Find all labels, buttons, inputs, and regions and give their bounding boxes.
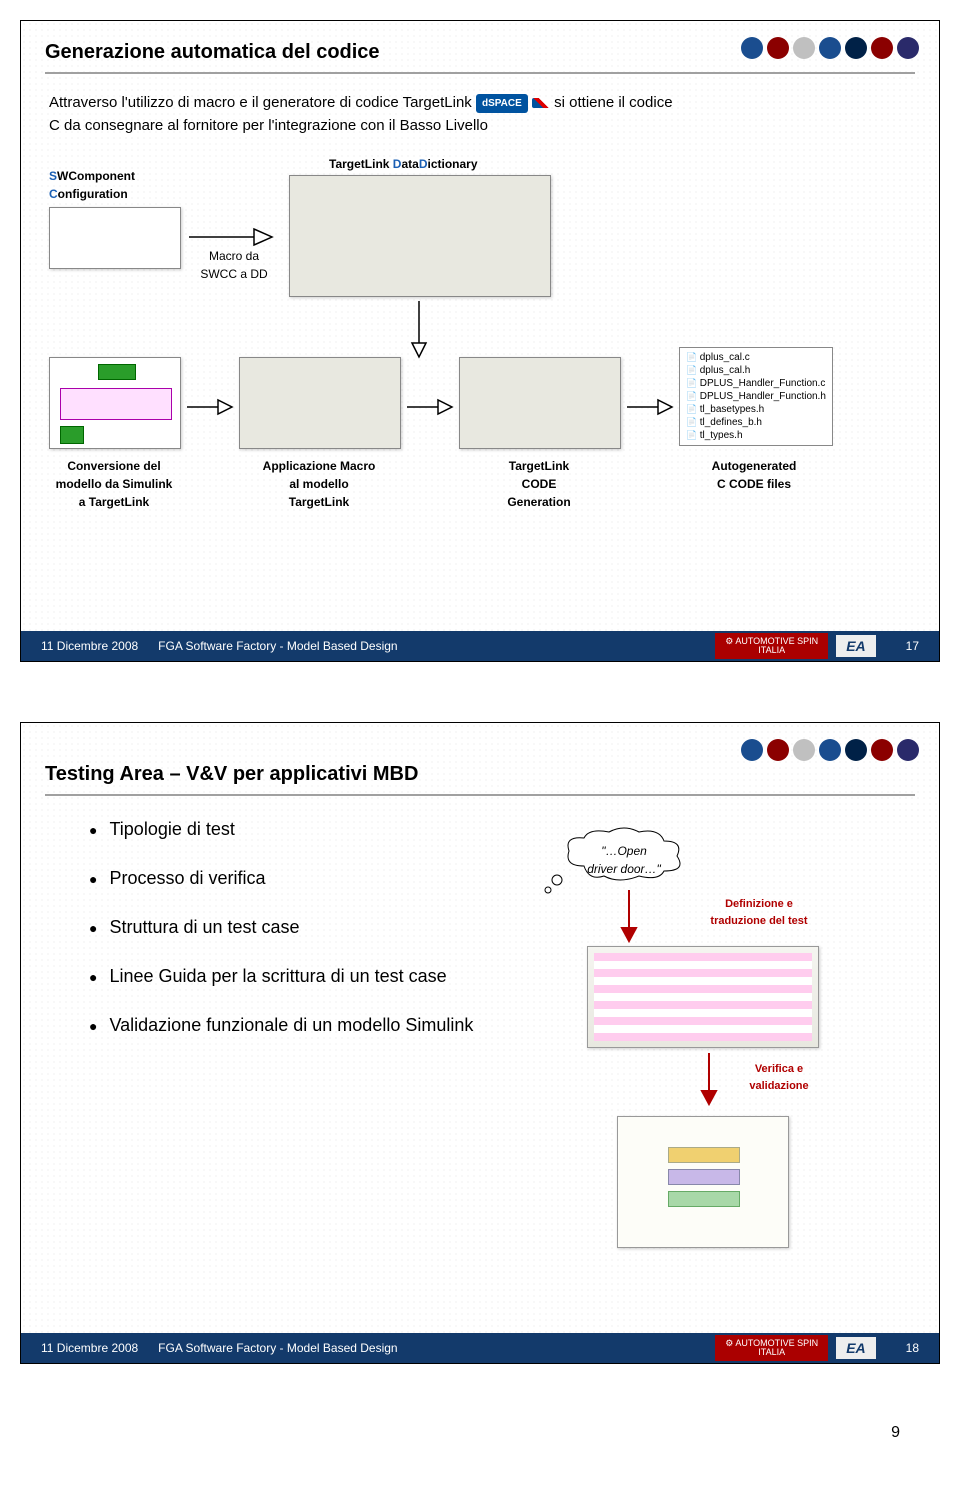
footer-page-num: 17 (906, 639, 919, 653)
file-item: DPLUS_Handler_Function.h (686, 390, 826, 403)
macro-arrow-label: Macro da SWCC a DD (189, 247, 279, 283)
thought-cloud: "…Open driver door…" (559, 826, 689, 886)
arrow-icon (184, 392, 234, 422)
slide-2: Testing Area – V&V per applicativi MBD T… (20, 722, 940, 1364)
simulink-model (49, 357, 181, 449)
intro-line-2: C da consegnare al fornitore per l'integ… (49, 117, 488, 134)
codegen-label: TargetLink CODE Generation (479, 457, 599, 511)
slide-footer: 11 Dicembre 2008 FGA Software Factory - … (21, 631, 939, 661)
bullet-item: Tipologie di test (89, 816, 911, 843)
footer-spin-badge: ⚙ AUTOMOTIVE SPIN ITALIA (715, 633, 828, 659)
footer-text: FGA Software Factory - Model Based Desig… (158, 1341, 715, 1355)
dspace-badge: dSPACE (476, 94, 528, 113)
dd-label: TargetLink DataDictionary (329, 155, 478, 173)
footer-ea-badge: EA (836, 1337, 875, 1359)
slide-footer: 11 Dicembre 2008 FGA Software Factory - … (21, 1333, 939, 1363)
file-item: tl_types.h (686, 429, 826, 442)
slide-1: Generazione automatica del codice Attrav… (20, 20, 940, 662)
dspace-swoosh-icon (532, 98, 550, 108)
dd-screenshot (289, 175, 551, 297)
annot-verifica: Verifica e validazione (734, 1061, 824, 1094)
arrow-icon (404, 392, 454, 422)
file-item: DPLUS_Handler_Function.c (686, 377, 826, 390)
file-item: tl_basetypes.h (686, 403, 826, 416)
slide-body: Attraverso l'utilizzo di macro e il gene… (21, 92, 939, 527)
annot-definizione: Definizione e traduzione del test (699, 896, 819, 929)
arrow-down-icon (694, 1051, 724, 1106)
footer-text: FGA Software Factory - Model Based Desig… (158, 639, 715, 653)
arrow-down-icon (614, 888, 644, 943)
intro-part-b: si ottiene il codice (554, 94, 672, 111)
slide-body: Tipologie di test Processo di verifica S… (21, 816, 939, 1296)
app-macro-screenshot (239, 357, 401, 449)
intro-text: Attraverso l'utilizzo di macro e il gene… (49, 92, 911, 137)
app-label: Applicazione Macro al modello TargetLink (244, 457, 394, 511)
file-item: dplus_cal.h (686, 364, 826, 377)
swcc-label: SSWComponentWComponent Configuration (49, 167, 135, 203)
title-underline (45, 72, 915, 74)
slide-title: Generazione automatica del codice (21, 21, 939, 72)
footer-date: 11 Dicembre 2008 (41, 1341, 138, 1355)
arrow-icon (624, 392, 674, 422)
intro-part-a: Attraverso l'utilizzo di macro e il gene… (49, 94, 476, 111)
cloud-bubble-icon (541, 874, 565, 898)
footer-ea-badge: EA (836, 635, 875, 657)
diagram-area: SSWComponentWComponent Configuration Mac… (49, 147, 911, 527)
slide-title: Testing Area – V&V per applicativi MBD (21, 723, 939, 794)
conv-label: Conversione del modello da Simulink a Ta… (44, 457, 184, 511)
arrow-down-icon (404, 299, 434, 359)
footer-date: 11 Dicembre 2008 (41, 639, 138, 653)
file-item: tl_defines_b.h (686, 416, 826, 429)
validation-screenshot (617, 1116, 789, 1248)
document-page-number: 9 (20, 1424, 900, 1442)
generated-files-list: dplus_cal.c dplus_cal.h DPLUS_Handler_Fu… (679, 347, 833, 446)
codegen-screenshot (459, 357, 621, 449)
swcc-table (49, 207, 181, 269)
auto-label: Autogenerated C CODE files (684, 457, 824, 493)
footer-spin-badge: ⚙ AUTOMOTIVE SPIN ITALIA (715, 1335, 828, 1361)
bullet-item: Processo di verifica (89, 865, 911, 892)
file-item: dplus_cal.c (686, 351, 826, 364)
test-waveform-screenshot (587, 946, 819, 1048)
title-underline (45, 794, 915, 796)
footer-page-num: 18 (906, 1341, 919, 1355)
